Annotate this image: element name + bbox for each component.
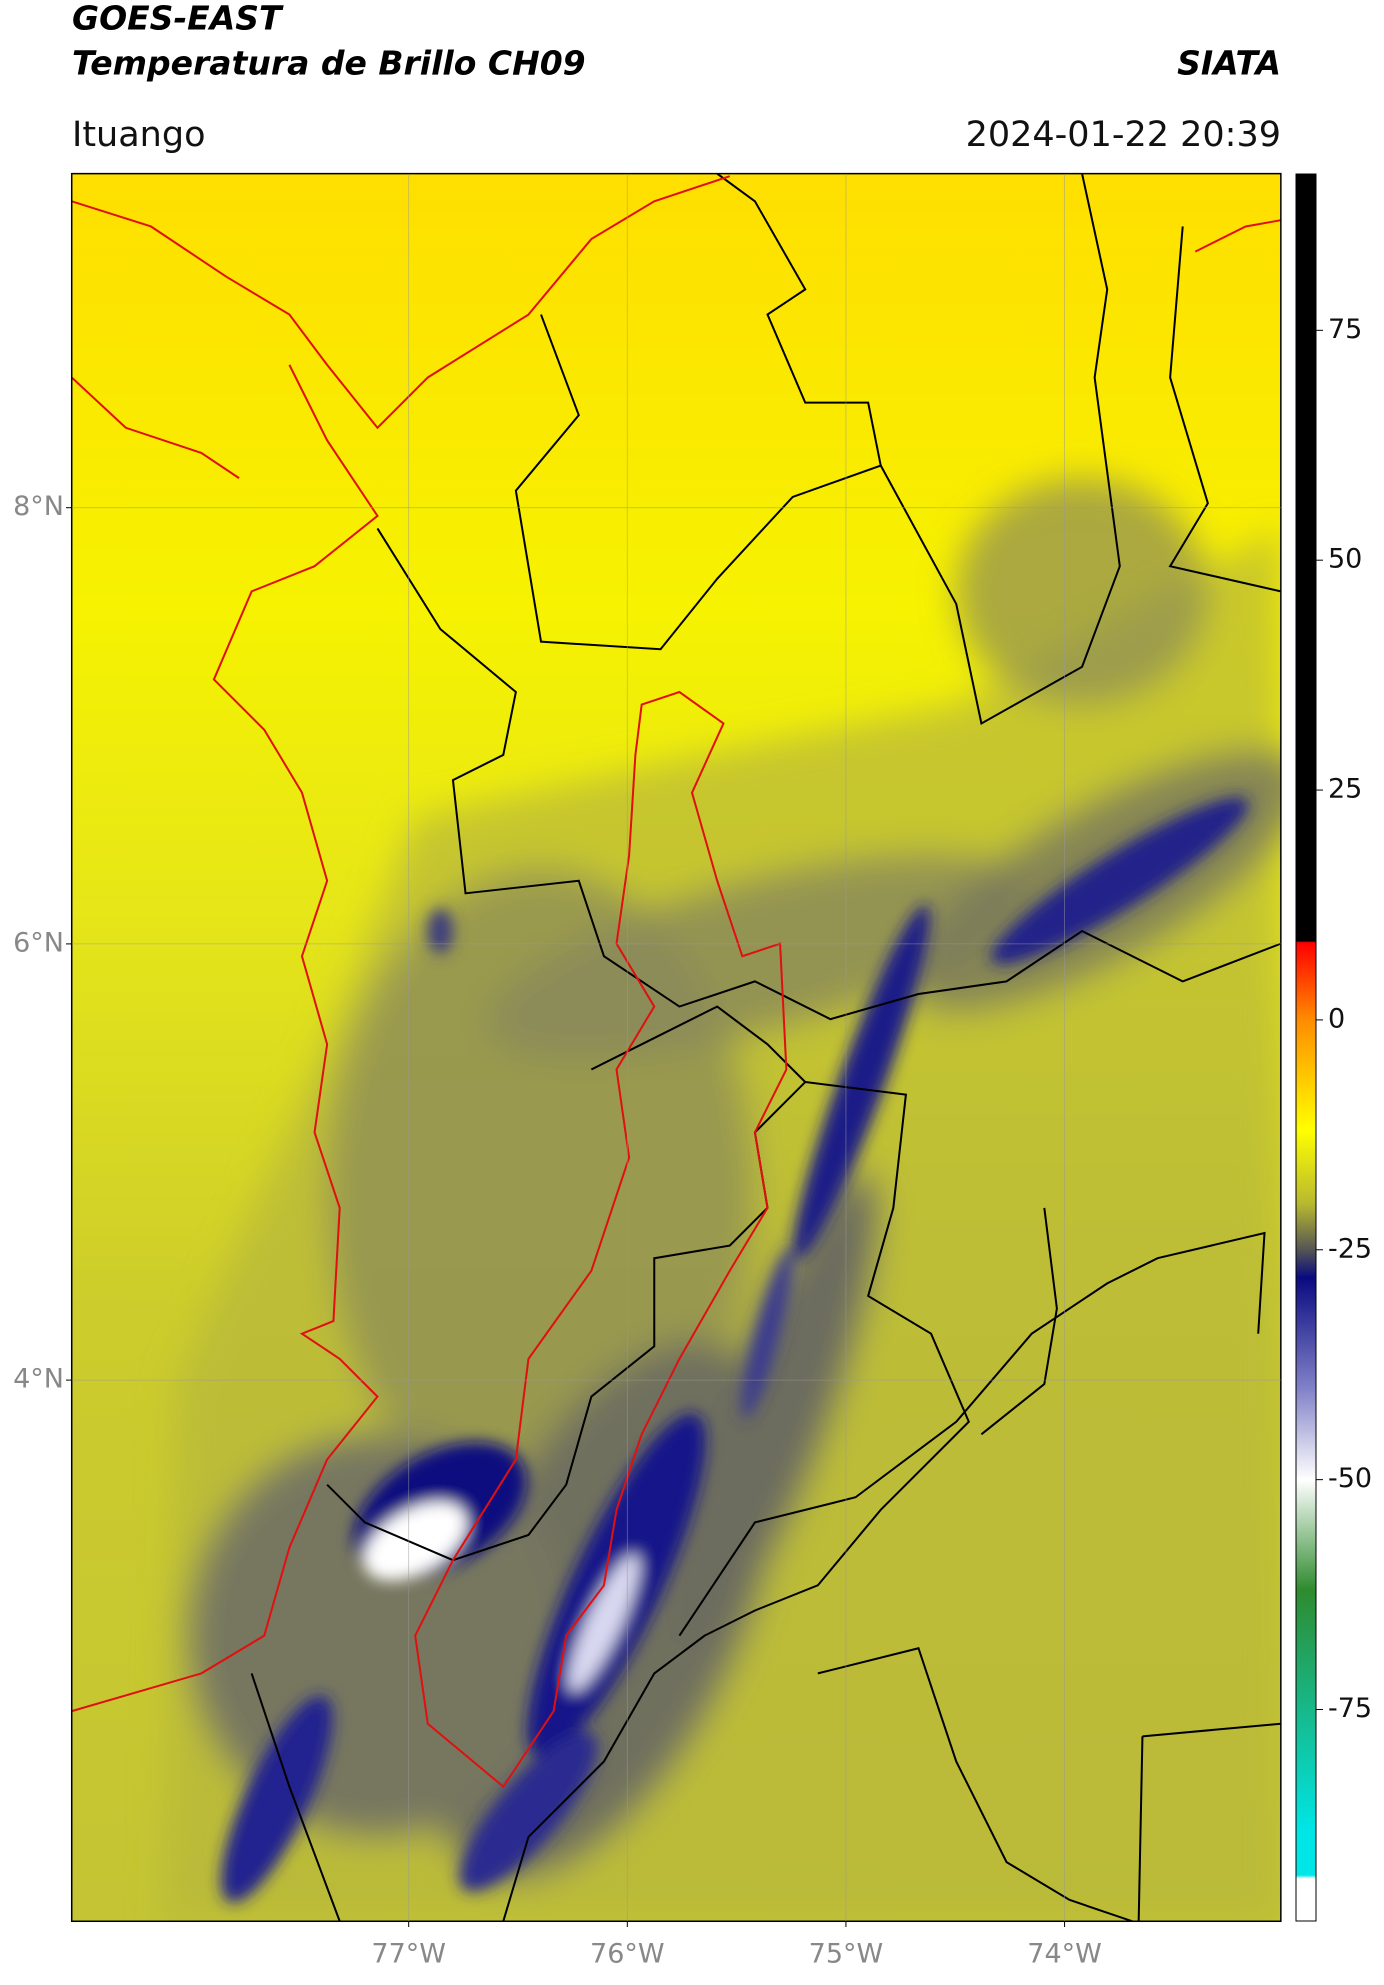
- colorbar-tick-label: -50: [1328, 1463, 1372, 1494]
- location: Ituango: [72, 115, 206, 155]
- colorbar-tick-label: 75: [1328, 314, 1362, 345]
- colorbar-tick-label: -75: [1328, 1693, 1372, 1724]
- x-tick-label: 74°W: [1027, 1939, 1102, 1970]
- x-tick-label: 77°W: [371, 1939, 446, 1970]
- y-tick-label: 4°N: [13, 1364, 64, 1395]
- colorbar: [1295, 173, 1317, 1922]
- colorbar-tick-label: 0: [1328, 1003, 1345, 1034]
- x-tick-label: 76°W: [590, 1939, 665, 1970]
- subtitle: Temperatura de Brillo CH09: [72, 44, 586, 83]
- x-tick-label: 75°W: [809, 1939, 884, 1970]
- timestamp: 2024-01-22 20:39: [966, 115, 1281, 155]
- y-tick-label: 8°N: [13, 491, 64, 522]
- colorbar-tick-label: 50: [1328, 544, 1362, 575]
- map-field: [70, 172, 1282, 1923]
- y-tick-label: 6°N: [13, 927, 64, 958]
- colorbar-tick-label: 25: [1328, 774, 1362, 805]
- title: GOES-EAST: [72, 0, 284, 38]
- source: SIATA: [1177, 44, 1281, 83]
- colorbar-tick-label: -25: [1328, 1233, 1372, 1264]
